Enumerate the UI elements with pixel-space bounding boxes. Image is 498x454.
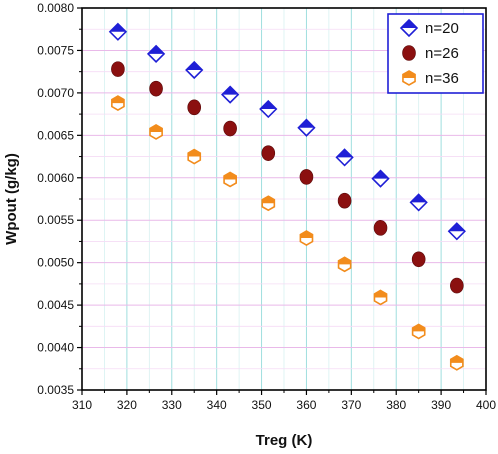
x-axis-title: Treg (K) [256,432,313,449]
legend-item: n=26 [402,45,459,62]
data-point-diamond-fill [298,119,315,128]
y-tick-label: 0.0055 [37,213,74,227]
data-point-hexagon-fill [412,324,425,332]
x-tick-label: 340 [207,398,227,412]
data-point-circle [223,120,237,137]
x-tick-label: 310 [72,398,92,412]
data-point-hexagon-fill [338,257,351,265]
data-point-diamond-fill [148,45,165,54]
axis-ticks: 310 320 330 340 350 360 370 380 390 400 0.0035 0.00… [37,1,496,412]
y-tick-label: 0.0045 [37,298,74,312]
data-point-circle [187,99,202,116]
data-point-hexagon-fill [224,172,237,180]
data-point-hexagon-fill [450,355,463,363]
data-point-circle [261,145,276,161]
y-tick-label: 0.0040 [37,341,74,355]
series-hexagon [111,95,464,371]
data-point-diamond-fill [222,86,239,95]
legend-marker-hexagon-fill [402,71,416,78]
legend-label: n=26 [425,45,459,62]
legend-item: n=36 [402,70,459,87]
data-point-circle [337,192,352,209]
data-points [108,22,466,371]
data-point-hexagon-fill [188,149,201,157]
data-point-diamond-fill [186,61,203,70]
data-point-hexagon-fill [262,196,275,204]
data-point-diamond-fill [109,23,126,32]
y-tick-label: 0.0080 [37,1,74,15]
x-tick-label: 370 [341,398,361,412]
data-point-hexagon-fill [374,290,387,298]
data-point-circle [111,61,125,77]
data-point-diamond-fill [336,149,353,158]
data-point-hexagon-fill [300,231,313,239]
x-tick-label: 330 [162,398,182,412]
x-tick-label: 400 [476,398,496,412]
data-point-diamond-fill [410,194,427,203]
series-diamond [108,22,466,241]
data-point-hexagon-fill [150,124,163,132]
y-tick-label: 0.0075 [37,43,74,57]
legend-items: n=20 n=26 n=36 [399,18,459,87]
legend-label: n=20 [425,20,459,37]
legend-marker-circle [402,45,416,61]
data-point-diamond-fill [260,101,277,110]
data-point-circle [411,251,426,268]
x-tick-label: 320 [117,398,137,412]
y-tick-label: 0.0065 [37,128,74,142]
data-point-circle [373,220,388,236]
y-tick-label: 0.0035 [37,383,74,397]
x-tick-label: 350 [252,398,272,412]
data-point-circle [149,80,163,97]
x-tick-label: 360 [296,398,316,412]
y-tick-label: 0.0050 [37,256,74,270]
legend: n=20 n=26 n=36 [387,13,484,94]
data-point-diamond-fill [448,223,465,232]
y-tick-label: 0.0070 [37,86,74,100]
legend-marker-diamond-fill [401,20,417,28]
y-tick-label: 0.0060 [37,171,74,185]
y-axis-title: Wpout (g/kg) [3,153,20,245]
data-point-hexagon-fill [111,96,124,104]
data-point-circle [299,169,314,185]
data-point-circle [450,277,464,294]
x-tick-label: 390 [431,398,451,412]
series-circle [111,61,464,294]
legend-item: n=20 [399,18,459,38]
legend-label: n=36 [425,70,459,87]
data-point-diamond-fill [372,170,389,179]
x-tick-label: 380 [386,398,406,412]
